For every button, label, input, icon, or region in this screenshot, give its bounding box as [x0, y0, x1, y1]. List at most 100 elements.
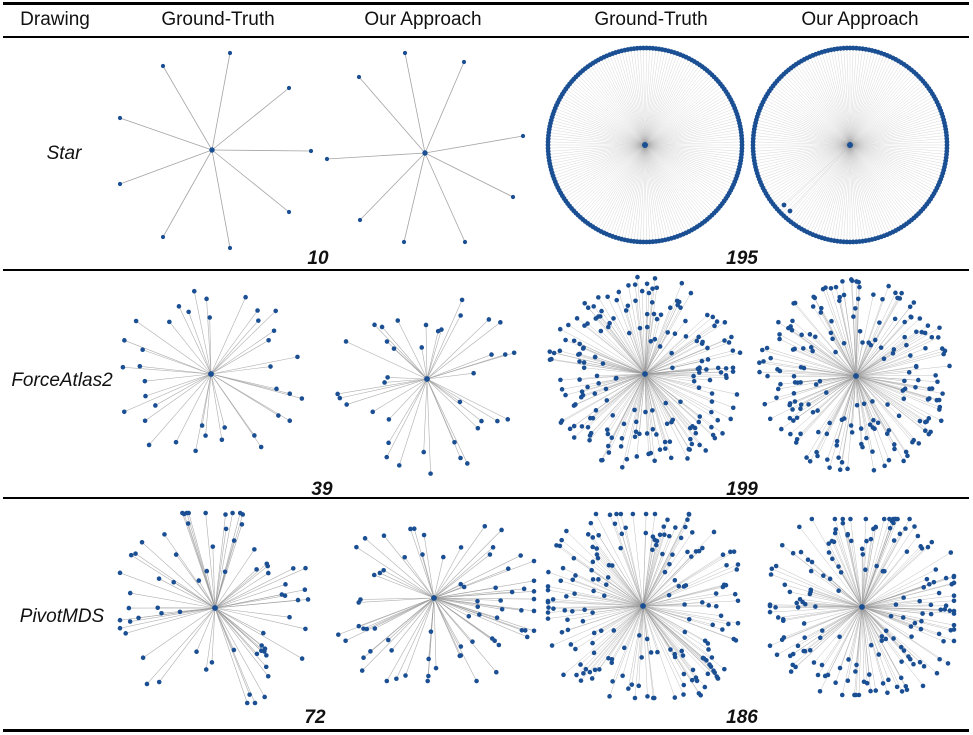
edge: [374, 324, 428, 380]
node: [274, 386, 279, 392]
node: [564, 528, 569, 534]
edge: [433, 597, 478, 602]
edge: [155, 373, 212, 406]
edge: [572, 579, 644, 607]
edge: [855, 353, 894, 377]
node: [180, 510, 185, 516]
edge: [785, 144, 851, 219]
node: [117, 181, 123, 187]
node: [935, 379, 940, 385]
edge: [846, 144, 851, 242]
node: [577, 377, 582, 382]
node: [704, 367, 709, 372]
edge: [644, 49, 660, 146]
edge: [783, 606, 863, 638]
node: [661, 524, 667, 529]
node: [857, 328, 863, 334]
edge: [642, 526, 686, 607]
edge: [754, 125, 851, 146]
edge: [142, 607, 216, 658]
edge: [855, 318, 896, 377]
node: [777, 336, 782, 342]
edge: [642, 513, 647, 607]
edge: [806, 57, 851, 146]
node: [637, 633, 642, 638]
edge: [861, 552, 951, 608]
node: [495, 418, 500, 424]
node: [581, 365, 587, 371]
edge: [755, 122, 851, 146]
edge: [644, 144, 666, 240]
node: [945, 661, 951, 666]
edge: [556, 144, 646, 185]
node: [882, 568, 887, 574]
node: [681, 584, 687, 589]
node: [828, 330, 834, 336]
edge: [855, 375, 919, 444]
edge: [210, 340, 269, 375]
center-node: [208, 371, 214, 377]
edge: [855, 375, 888, 434]
node: [781, 202, 787, 208]
node: [839, 460, 845, 465]
edge: [642, 513, 656, 607]
edge: [861, 526, 876, 608]
node: [618, 511, 624, 517]
edge: [790, 144, 851, 223]
edge: [861, 606, 915, 624]
edge: [796, 602, 863, 608]
edge: [861, 582, 955, 608]
node: [590, 640, 595, 646]
node: [654, 316, 660, 322]
header-rule: [3, 36, 969, 38]
node: [605, 431, 611, 437]
edge: [565, 144, 646, 202]
edge: [849, 90, 931, 146]
edge: [627, 305, 646, 375]
node: [231, 647, 237, 653]
edge: [644, 72, 710, 146]
node: [813, 382, 819, 387]
node: [589, 567, 594, 573]
edge: [211, 52, 231, 151]
edge: [549, 144, 646, 161]
edge: [356, 546, 435, 599]
edge: [776, 375, 857, 399]
node: [256, 318, 261, 323]
edge: [433, 529, 502, 599]
edge: [214, 607, 264, 634]
edge: [644, 144, 715, 214]
node: [819, 305, 824, 311]
node: [902, 334, 907, 340]
node: [128, 552, 134, 558]
edge: [591, 605, 644, 679]
node: [860, 552, 866, 557]
edge: [644, 111, 736, 146]
node: [937, 656, 942, 662]
edge: [396, 597, 435, 679]
node: [864, 538, 869, 544]
node: [761, 359, 766, 364]
edge: [388, 378, 428, 444]
edge: [644, 54, 681, 146]
center-node: [424, 376, 430, 382]
node: [570, 609, 575, 614]
node: [705, 345, 710, 351]
edge: [861, 540, 895, 608]
node: [489, 352, 494, 357]
node: [886, 283, 891, 289]
node: [936, 590, 942, 596]
node: [511, 350, 517, 356]
edge: [815, 54, 851, 146]
node: [841, 416, 847, 421]
edge: [182, 512, 216, 609]
node: [912, 524, 917, 529]
edge: [764, 144, 851, 191]
edge: [861, 535, 919, 608]
node: [591, 650, 597, 656]
node: [810, 304, 816, 309]
edge: [210, 297, 246, 375]
node: [651, 695, 657, 701]
node: [693, 430, 699, 436]
edge: [861, 606, 871, 692]
